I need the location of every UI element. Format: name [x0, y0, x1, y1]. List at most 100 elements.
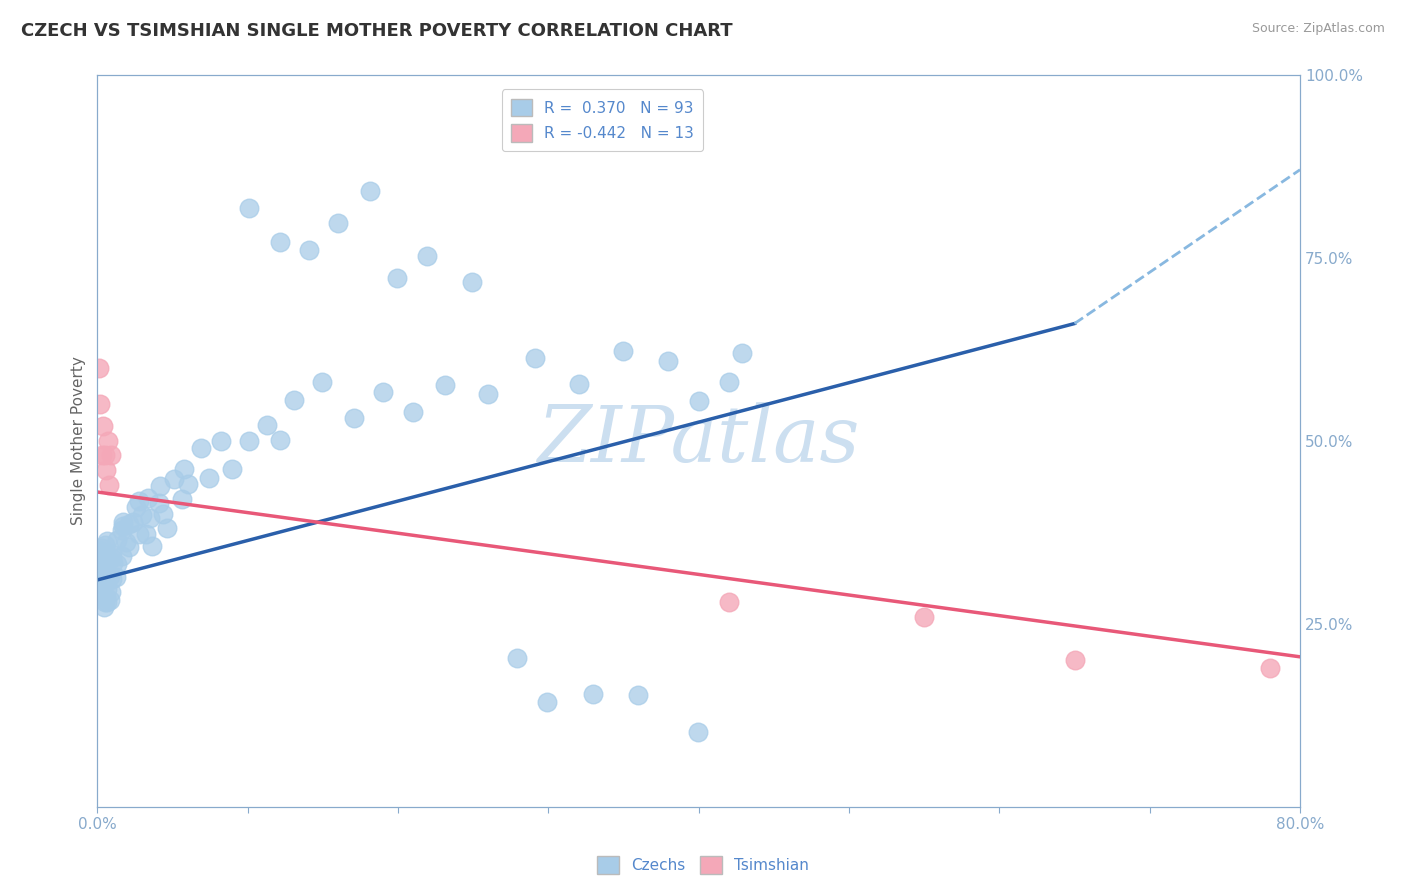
Point [110, 524, 132, 538]
Point [93, 570, 115, 584]
Point [87, 360, 110, 375]
Point [117, 517, 139, 532]
Point [86, 551, 108, 566]
Point [112, 515, 135, 529]
Point [173, 462, 195, 476]
Point [156, 521, 179, 535]
Point [283, 393, 305, 408]
Point [612, 343, 634, 358]
Point [221, 462, 243, 476]
Point [256, 418, 278, 433]
Point [96, 574, 118, 589]
Point [912, 609, 935, 624]
Point [177, 476, 200, 491]
Point [461, 275, 484, 289]
Legend: Czechs, Tsimshian: Czechs, Tsimshian [591, 850, 815, 880]
Point [269, 235, 291, 249]
Point [90, 564, 112, 578]
Point [100, 548, 122, 562]
Point [114, 535, 136, 549]
Point [385, 271, 408, 285]
Point [112, 519, 135, 533]
Point [93, 600, 115, 615]
Point [731, 346, 754, 360]
Point [688, 394, 710, 409]
Point [311, 375, 333, 389]
Point [717, 375, 740, 389]
Point [477, 387, 499, 401]
Point [96, 591, 118, 605]
Point [101, 551, 124, 566]
Y-axis label: Single Mother Poverty: Single Mother Poverty [72, 356, 86, 525]
Point [209, 434, 232, 449]
Point [96, 547, 118, 561]
Point [686, 725, 709, 739]
Point [90, 574, 112, 589]
Point [139, 511, 162, 525]
Point [141, 539, 163, 553]
Point [98, 477, 121, 491]
Point [298, 243, 321, 257]
Point [170, 491, 193, 506]
Point [152, 507, 174, 521]
Point [96, 463, 118, 477]
Point [627, 689, 650, 703]
Point [105, 558, 128, 572]
Point [105, 533, 128, 548]
Point [104, 570, 127, 584]
Point [94, 595, 117, 609]
Point [91, 541, 114, 555]
Point [197, 471, 219, 485]
Point [238, 434, 260, 449]
Point [89, 578, 111, 592]
Point [90, 589, 112, 603]
Point [98, 593, 121, 607]
Point [122, 515, 145, 529]
Point [100, 449, 122, 463]
Point [1063, 653, 1085, 667]
Point [90, 544, 112, 558]
Point [94, 449, 117, 463]
Text: ZIPatlas: ZIPatlas [537, 402, 860, 479]
Legend: R =  0.370   N = 93, R = -0.442   N = 13: R = 0.370 N = 93, R = -0.442 N = 13 [502, 89, 703, 151]
Point [131, 508, 153, 522]
Point [190, 442, 212, 456]
Point [657, 354, 679, 368]
Point [148, 496, 170, 510]
Point [238, 201, 260, 215]
Point [582, 688, 605, 702]
Point [138, 491, 160, 505]
Text: Source: ZipAtlas.com: Source: ZipAtlas.com [1251, 22, 1385, 36]
Point [91, 558, 114, 572]
Point [118, 540, 141, 554]
Point [434, 377, 457, 392]
Point [149, 479, 172, 493]
Point [93, 538, 115, 552]
Point [135, 527, 157, 541]
Point [163, 472, 186, 486]
Point [101, 556, 124, 570]
Point [717, 595, 740, 609]
Point [128, 527, 150, 541]
Point [89, 397, 111, 411]
Point [98, 568, 121, 582]
Point [96, 595, 118, 609]
Point [94, 568, 117, 582]
Point [90, 449, 112, 463]
Point [100, 585, 122, 599]
Point [402, 405, 425, 419]
Point [96, 582, 118, 596]
Point [128, 493, 150, 508]
Point [90, 549, 112, 564]
Text: CZECH VS TSIMSHIAN SINGLE MOTHER POVERTY CORRELATION CHART: CZECH VS TSIMSHIAN SINGLE MOTHER POVERTY… [21, 22, 733, 40]
Point [568, 376, 591, 391]
Point [416, 249, 439, 263]
Point [536, 695, 558, 709]
Point [89, 566, 111, 581]
Point [101, 572, 124, 586]
Point [90, 566, 112, 580]
Point [359, 184, 381, 198]
Point [269, 434, 291, 448]
Point [89, 588, 111, 602]
Point [326, 216, 349, 230]
